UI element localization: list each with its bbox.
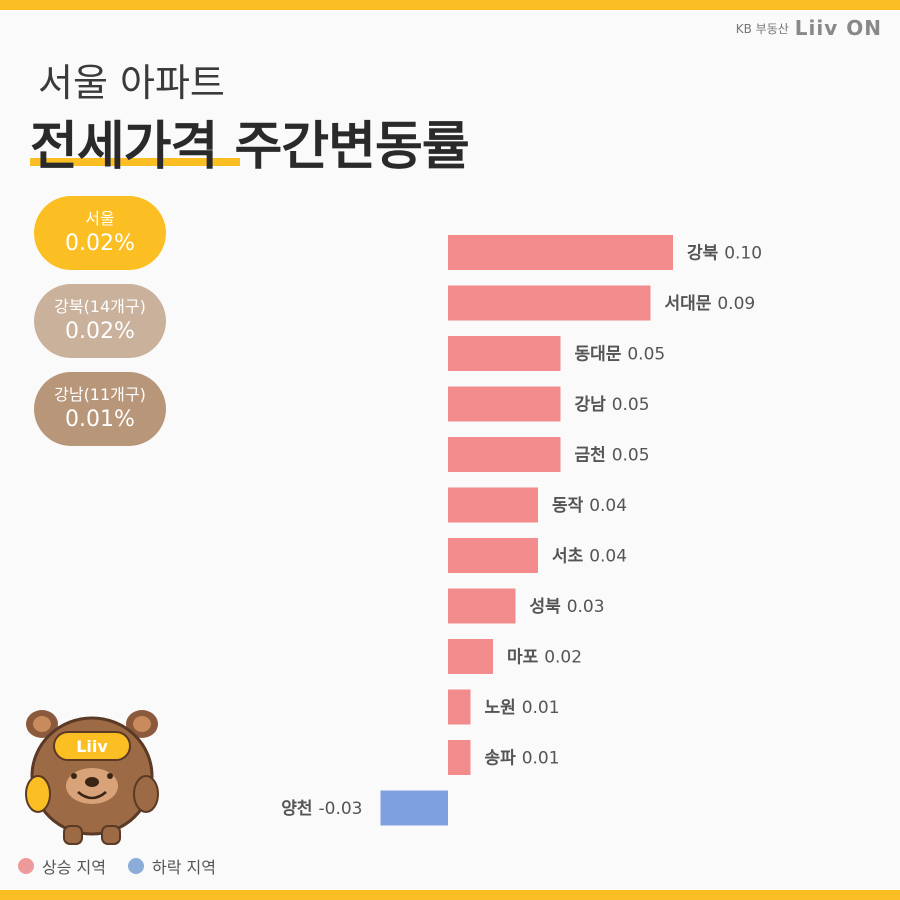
bottom-band [0, 890, 900, 900]
bar [448, 538, 538, 573]
summary-value: 0.02% [65, 319, 135, 344]
bar [448, 336, 561, 371]
bar [448, 588, 516, 624]
liiv-logo: Liiv ON [794, 16, 882, 40]
summary-pill-gangnam: 강남(11개구) 0.01% [34, 372, 166, 446]
title-underline [30, 158, 240, 166]
bar [448, 689, 471, 725]
bar [448, 487, 538, 523]
bar [448, 386, 561, 422]
legend-dot-up [18, 858, 34, 874]
brand-logo: KB 부동산 Liiv ON [736, 16, 882, 40]
bar [448, 639, 493, 674]
bar-label: 강남 0.05 [575, 395, 650, 415]
bar-label: 양천 -0.03 [281, 799, 362, 819]
summary-value: 0.02% [65, 231, 135, 256]
bar [448, 235, 673, 270]
summary-label: 강남(11개구) [54, 385, 146, 404]
legend-dot-down [127, 858, 144, 874]
top-band [0, 0, 900, 10]
bar-label: 동작 0.04 [552, 496, 627, 516]
legend: 상승 지역 하락 지역 [18, 854, 230, 878]
kb-text: KB 부동산 [735, 21, 789, 36]
legend-label-up: 상승 지역 [42, 858, 106, 877]
summary-label: 강북(14개구) [54, 297, 146, 316]
summary-value: 0.01% [65, 407, 135, 432]
bar-label: 성북 0.03 [530, 597, 605, 617]
legend-label-down: 하락 지역 [151, 858, 216, 877]
bar-label: 서대문 0.09 [665, 294, 756, 314]
legend-item-down: 하락 지역 [127, 854, 216, 878]
bar [448, 740, 471, 775]
bar-label: 송파 0.01 [485, 749, 560, 769]
bar-label: 금천 0.05 [575, 446, 650, 466]
bar-label: 노원 0.01 [485, 698, 560, 718]
bear-mascot-icon: Liiv [25, 710, 159, 845]
bar [380, 790, 448, 826]
bar-label: 강북 0.10 [687, 244, 762, 264]
legend-item-up: 상승 지역 [18, 854, 106, 878]
summary-label: 서울 [85, 209, 115, 228]
bar [448, 285, 651, 321]
page-title: 전세가격 주간변동률 [30, 117, 470, 177]
bar [448, 437, 561, 472]
title-line1: 서울 아파트 [38, 61, 225, 105]
bar-label: 동대문 0.05 [575, 345, 666, 365]
bar-label: 마포 0.02 [507, 648, 582, 668]
mascot-badge-text: Liiv [76, 737, 108, 756]
summary-pill-seoul: 서울 0.02% [34, 196, 166, 270]
summary-pill-gangbuk: 강북(14개구) 0.02% [34, 284, 166, 358]
bar-label: 서초 0.04 [552, 547, 627, 567]
